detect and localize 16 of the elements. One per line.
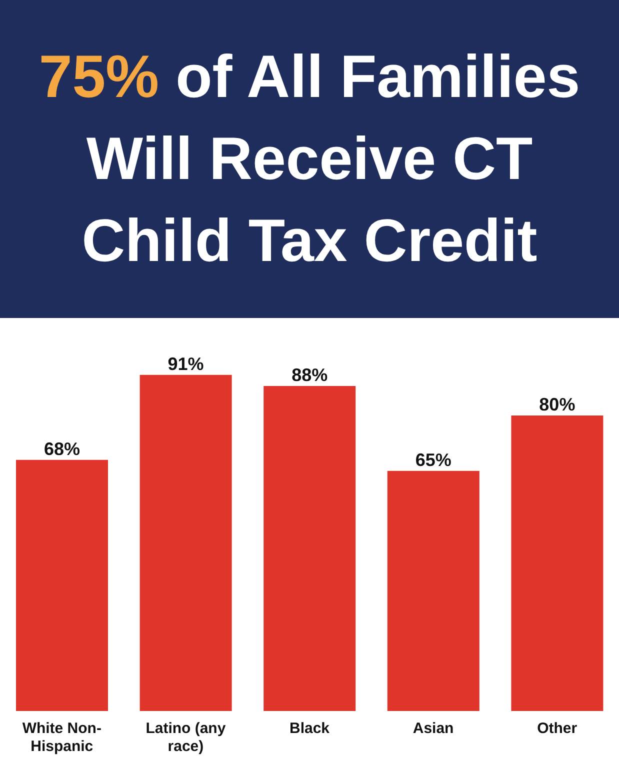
data-label: 68% [44,438,80,459]
x-tick-label: Black [289,720,330,737]
x-tick-label: Latino (any race) [146,720,226,755]
x-tick-label: Other [537,720,578,737]
data-label: 91% [168,354,204,374]
data-label: 88% [292,364,328,385]
data-label: 65% [415,450,452,470]
bar [140,374,232,711]
bar [387,470,480,711]
bar [511,416,604,711]
bar [16,460,108,711]
x-tick-label: Asian [412,720,454,737]
x-tick-label: White Non-Hispanic [22,720,102,755]
data-label: 80% [539,394,576,415]
chart-title: 75% of All Families Will Receive CT Child Tax Credit [38,42,582,276]
bar [264,386,356,711]
